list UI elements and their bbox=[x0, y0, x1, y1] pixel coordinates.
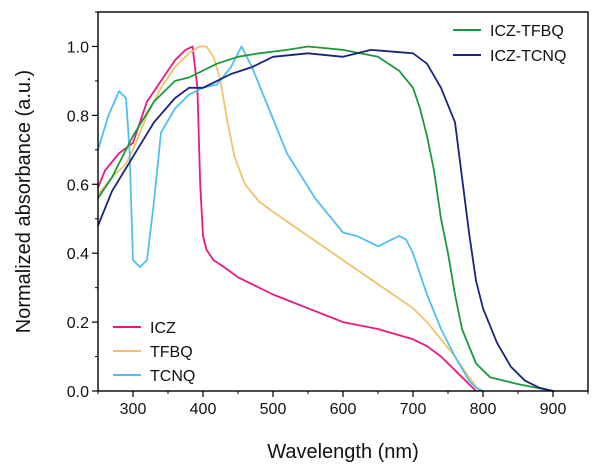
legend-label-tfbq: TFBQ bbox=[150, 344, 193, 361]
legend-label-icz: ICZ bbox=[150, 320, 176, 337]
y-tick-label: 0.2 bbox=[67, 315, 89, 332]
x-tick-label: 900 bbox=[540, 401, 567, 418]
series-line-icz bbox=[97, 45, 477, 392]
y-axis-ticks: 0.0 0.2 0.4 0.6 0.8 1.0 bbox=[67, 11, 98, 401]
y-axis-title: Normalized absorbance (a.u.) bbox=[13, 70, 35, 333]
x-tick-label: 300 bbox=[120, 401, 147, 418]
y-tick-label: 0.4 bbox=[67, 246, 89, 263]
series-line-icz-tcnq bbox=[97, 49, 554, 392]
series-line-tfbq bbox=[97, 45, 481, 392]
x-tick-label: 700 bbox=[400, 401, 427, 418]
x-tick-label: 400 bbox=[190, 401, 217, 418]
legend-label-icz-tfbq: ICZ-TFBQ bbox=[490, 23, 564, 40]
legend-label-tcnq: TCNQ bbox=[150, 368, 195, 385]
x-tick-label: 800 bbox=[470, 401, 497, 418]
x-axis-title: Wavelength (nm) bbox=[267, 441, 419, 463]
legend-label-icz-tcnq: ICZ-TCNQ bbox=[490, 48, 566, 65]
series-line-icz-tfbq bbox=[97, 45, 554, 392]
y-tick-label: 0.8 bbox=[67, 108, 89, 125]
y-tick-label: 0.6 bbox=[67, 177, 89, 194]
legends: ICZ TFBQ TCNQ ICZ-TFBQ ICZ-TCNQ bbox=[113, 23, 566, 385]
plot-lines bbox=[97, 45, 554, 392]
x-axis-ticks: 300 400 500 600 700 800 900 bbox=[97, 391, 589, 418]
x-tick-label: 600 bbox=[330, 401, 357, 418]
y-tick-label: 1.0 bbox=[67, 39, 89, 56]
y-tick-label: 0.0 bbox=[67, 384, 89, 401]
x-tick-label: 500 bbox=[260, 401, 287, 418]
